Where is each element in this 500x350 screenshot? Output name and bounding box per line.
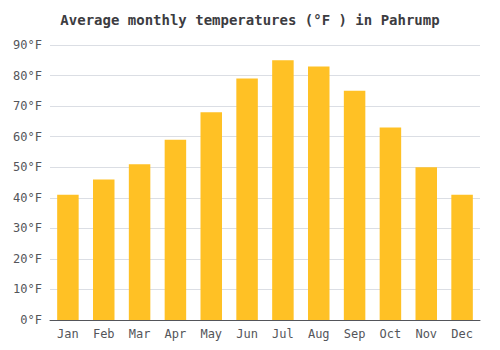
svg-text:0°F: 0°F xyxy=(20,313,42,327)
svg-text:May: May xyxy=(200,327,222,341)
svg-text:30°F: 30°F xyxy=(13,221,42,235)
svg-text:90°F: 90°F xyxy=(13,38,42,52)
svg-text:50°F: 50°F xyxy=(13,160,42,174)
svg-text:Feb: Feb xyxy=(93,327,115,341)
svg-text:Jan: Jan xyxy=(57,327,79,341)
svg-text:Jun: Jun xyxy=(236,327,258,341)
svg-text:70°F: 70°F xyxy=(13,99,42,113)
svg-text:40°F: 40°F xyxy=(13,191,42,205)
svg-text:Sep: Sep xyxy=(344,327,366,341)
svg-text:60°F: 60°F xyxy=(13,130,42,144)
svg-text:Dec: Dec xyxy=(451,327,473,341)
svg-text:80°F: 80°F xyxy=(13,69,42,83)
svg-text:Oct: Oct xyxy=(380,327,402,341)
svg-text:20°F: 20°F xyxy=(13,252,42,266)
svg-text:Jul: Jul xyxy=(272,327,294,341)
svg-text:Apr: Apr xyxy=(165,327,187,341)
svg-text:Nov: Nov xyxy=(415,327,437,341)
svg-text:Aug: Aug xyxy=(308,327,330,341)
svg-text:10°F: 10°F xyxy=(13,282,42,296)
svg-text:Mar: Mar xyxy=(129,327,151,341)
svg-text:Average monthly temperatures (: Average monthly temperatures (°F ) in Pa… xyxy=(60,12,439,28)
